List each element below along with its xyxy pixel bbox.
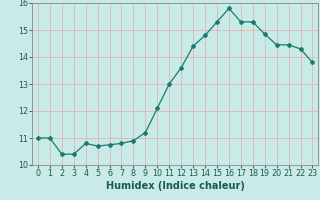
X-axis label: Humidex (Indice chaleur): Humidex (Indice chaleur) xyxy=(106,181,244,191)
